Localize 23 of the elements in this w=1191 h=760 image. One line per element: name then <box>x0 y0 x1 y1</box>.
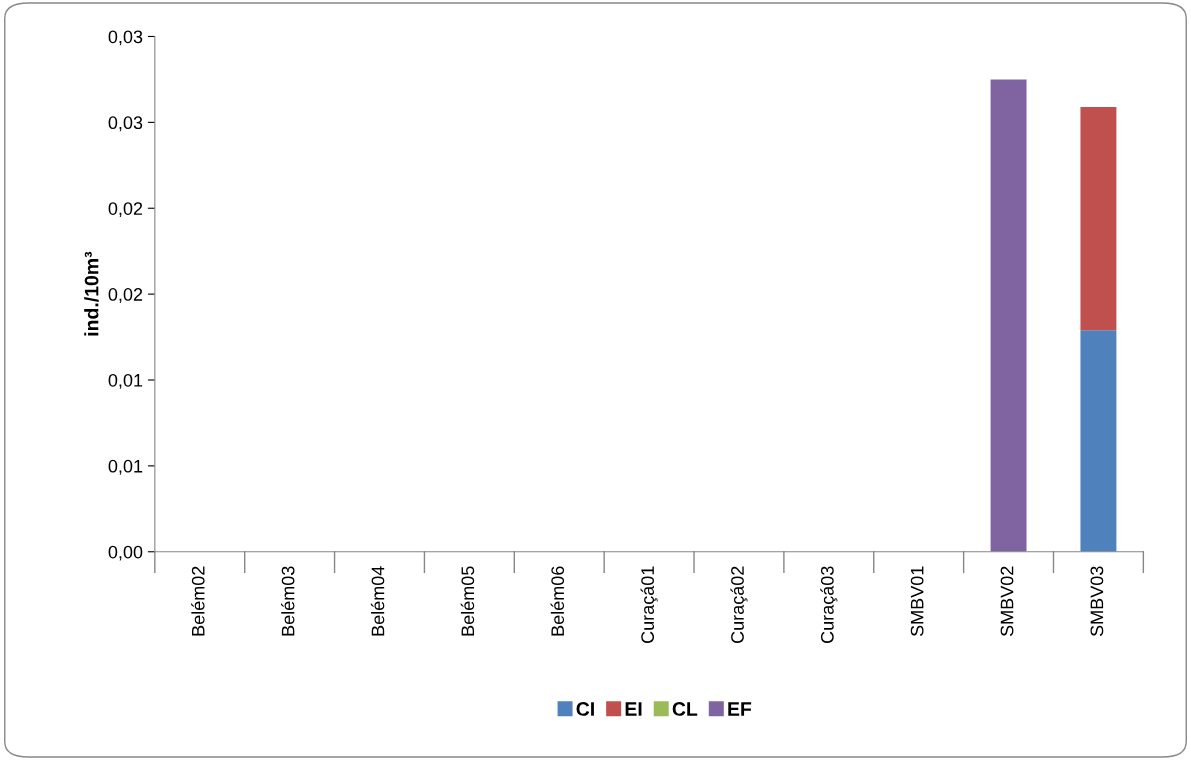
x-tick-label: SMBV02 <box>1000 566 1014 637</box>
x-tick-label: SMBV03 <box>1090 566 1104 637</box>
y-tick-label: 0,00 <box>108 545 143 561</box>
legend-label: EF <box>728 702 752 716</box>
x-tick-label: SMBV01 <box>910 566 924 637</box>
x-tick-label: Curaçá01 <box>640 566 658 644</box>
y-tick-label: 0,03 <box>108 30 143 46</box>
y-tick-label: 0,01 <box>108 459 143 475</box>
x-tick-label: Curaçá02 <box>730 566 748 644</box>
y-tick-label: 0,02 <box>108 288 143 303</box>
x-tick-label: Belém06 <box>550 566 565 636</box>
y-tick-label: 0,02 <box>108 202 143 218</box>
x-tick-label: Belém05 <box>460 566 475 636</box>
x-tick-label: Belém03 <box>281 566 295 636</box>
y-tick-label: 0,03 <box>108 116 143 132</box>
legend-label: EI <box>625 702 642 716</box>
y-axis-title: ind./10m³ <box>84 251 99 336</box>
x-tick-label: Belém04 <box>370 566 385 636</box>
x-tick-label: Curaçá03 <box>820 566 838 644</box>
y-tick-label: 0,01 <box>108 373 143 389</box>
x-tick-label: Belém02 <box>191 566 205 636</box>
legend-label: CI <box>576 702 594 716</box>
legend-label: CL <box>672 702 698 716</box>
